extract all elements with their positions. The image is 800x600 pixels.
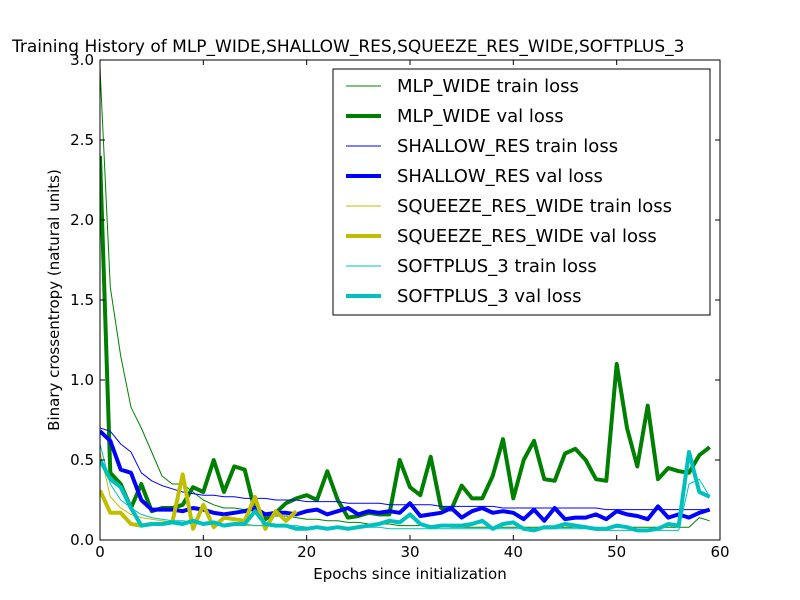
y-tick-label: 0.5	[70, 451, 94, 469]
x-tick-label: 40	[504, 543, 523, 561]
y-tick-label: 3.0	[70, 51, 94, 69]
legend-label-shallow-res-train-loss: SHALLOW_RES train loss	[397, 136, 618, 157]
legend: MLP_WIDE train loss MLP_WIDE val loss SHAL…	[332, 68, 711, 316]
series-line-softplus-3-val-loss	[100, 450, 711, 533]
axis-ticks: 0 10 20 30 40 50 60 0.0 0.5 1.0 1.5 2.0 2.5 3.0	[70, 51, 729, 561]
x-tick-label: 0	[95, 543, 105, 561]
y-axis-label: Binary crossentropy (natural units)	[45, 169, 63, 431]
legend-label-softplus-3-val-loss: SOFTPLUS_3 val loss	[397, 286, 582, 307]
y-tick-label: 2.0	[70, 211, 94, 229]
x-tick-label: 30	[400, 543, 419, 561]
x-tick-label: 60	[710, 543, 729, 561]
y-tick-label: 1.0	[70, 371, 94, 389]
x-axis-label: Epochs since initialization	[313, 565, 506, 583]
x-tick-label: 50	[607, 543, 626, 561]
legend-label-mlp-wide-val-loss: MLP_WIDE val loss	[397, 106, 564, 127]
legend-label-softplus-3-train-loss: SOFTPLUS_3 train loss	[397, 256, 597, 277]
legend-box	[332, 68, 711, 316]
series-line-mlp-wide-val-loss	[100, 155, 711, 522]
plot-area	[100, 67, 711, 533]
legend-label-mlp-wide-train-loss: MLP_WIDE train loss	[397, 76, 579, 97]
y-tick-label: 0.0	[70, 531, 94, 549]
legend-label-shallow-res-val-loss: SHALLOW_RES val loss	[397, 166, 603, 187]
series-line-shallow-res-train-loss	[100, 427, 710, 511]
y-tick-label: 1.5	[70, 291, 94, 309]
legend-label-squeeze-res-wide-train-loss: SQUEEZE_RES_WIDE train loss	[397, 196, 672, 217]
y-tick-label: 2.5	[70, 131, 94, 149]
x-tick-label: 20	[297, 543, 316, 561]
chart-title: Training History of MLP_WIDE,SHALLOW_RES…	[11, 37, 684, 57]
x-tick-label: 10	[194, 543, 213, 561]
legend-label-squeeze-res-wide-val-loss: SQUEEZE_RES_WIDE val loss	[397, 226, 657, 247]
